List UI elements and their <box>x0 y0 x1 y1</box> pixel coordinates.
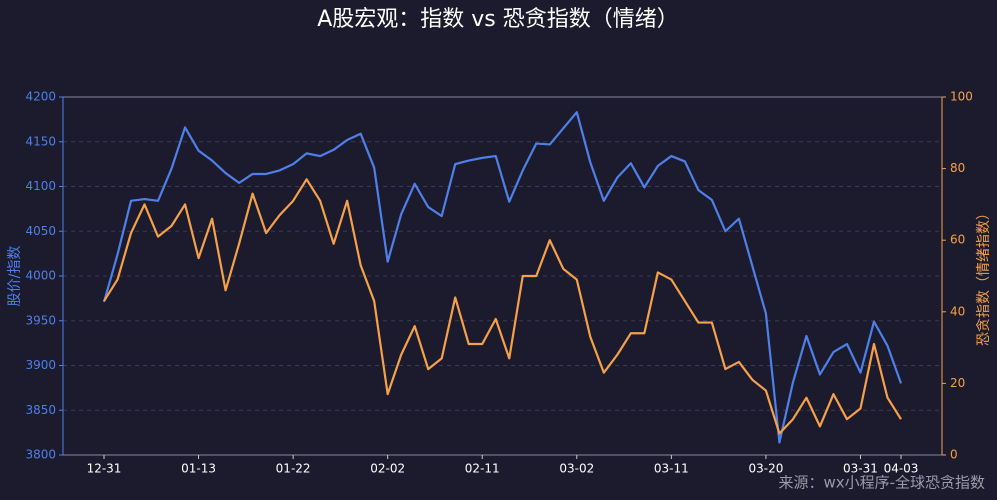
y-tick-label: 4050 <box>25 224 56 238</box>
y2-axis-label: 恐贪指数（情绪指数） <box>976 206 992 346</box>
y2-tick-label: 60 <box>950 233 965 247</box>
chart-title: A股宏观：指数 vs 恐贪指数（情绪） <box>317 7 679 32</box>
x-tick-label: 03-20 <box>748 462 783 476</box>
x-tick-label: 04-03 <box>884 462 919 476</box>
x-tick-label: 03-31 <box>843 462 878 476</box>
y-tick-label: 4200 <box>25 90 56 104</box>
x-tick-label: 01-13 <box>181 462 216 476</box>
x-tick-label: 01-22 <box>276 462 311 476</box>
watermark: 来源：wx小程序-全球恐贪指数 <box>778 474 985 492</box>
y-axis-label: 股价/指数 <box>7 246 23 307</box>
y-tick-label: 4150 <box>25 134 56 148</box>
x-tick-label: 02-02 <box>370 462 405 476</box>
series-line <box>102 111 903 444</box>
y2-tick-label: 0 <box>950 448 958 462</box>
y-tick-label: 4000 <box>25 269 56 283</box>
x-tick-label: 02-11 <box>465 462 500 476</box>
y-tick-label: 3850 <box>25 403 56 417</box>
y-tick-label: 4100 <box>25 179 56 193</box>
y2-tick-label: 80 <box>950 161 965 175</box>
y-tick-label: 3800 <box>25 448 56 462</box>
y-tick-label: 3950 <box>25 313 56 327</box>
y2-tick-label: 20 <box>950 376 965 390</box>
x-tick-label: 03-11 <box>654 462 689 476</box>
y2-tick-label: 100 <box>950 90 973 104</box>
y2-tick-label: 40 <box>950 304 965 318</box>
series-line <box>103 178 902 435</box>
x-tick-label: 12-31 <box>87 462 122 476</box>
x-tick-label: 03-02 <box>559 462 594 476</box>
y-tick-label: 3900 <box>25 358 56 372</box>
